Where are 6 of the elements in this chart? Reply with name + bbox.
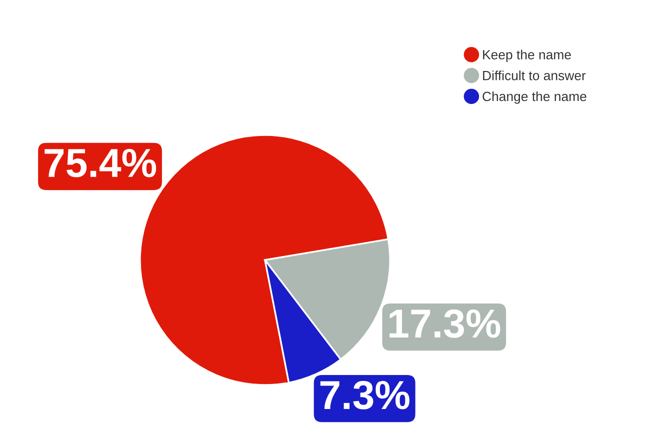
data-label: 75.4%	[44, 148, 156, 178]
legend-label: Keep the name	[483, 50, 571, 62]
data-label: 7.3%	[320, 380, 410, 410]
data-label: 17.3%	[390, 309, 500, 338]
legend-label: Difficult to answer	[483, 70, 586, 80]
legend-label: Change the name	[482, 91, 586, 104]
